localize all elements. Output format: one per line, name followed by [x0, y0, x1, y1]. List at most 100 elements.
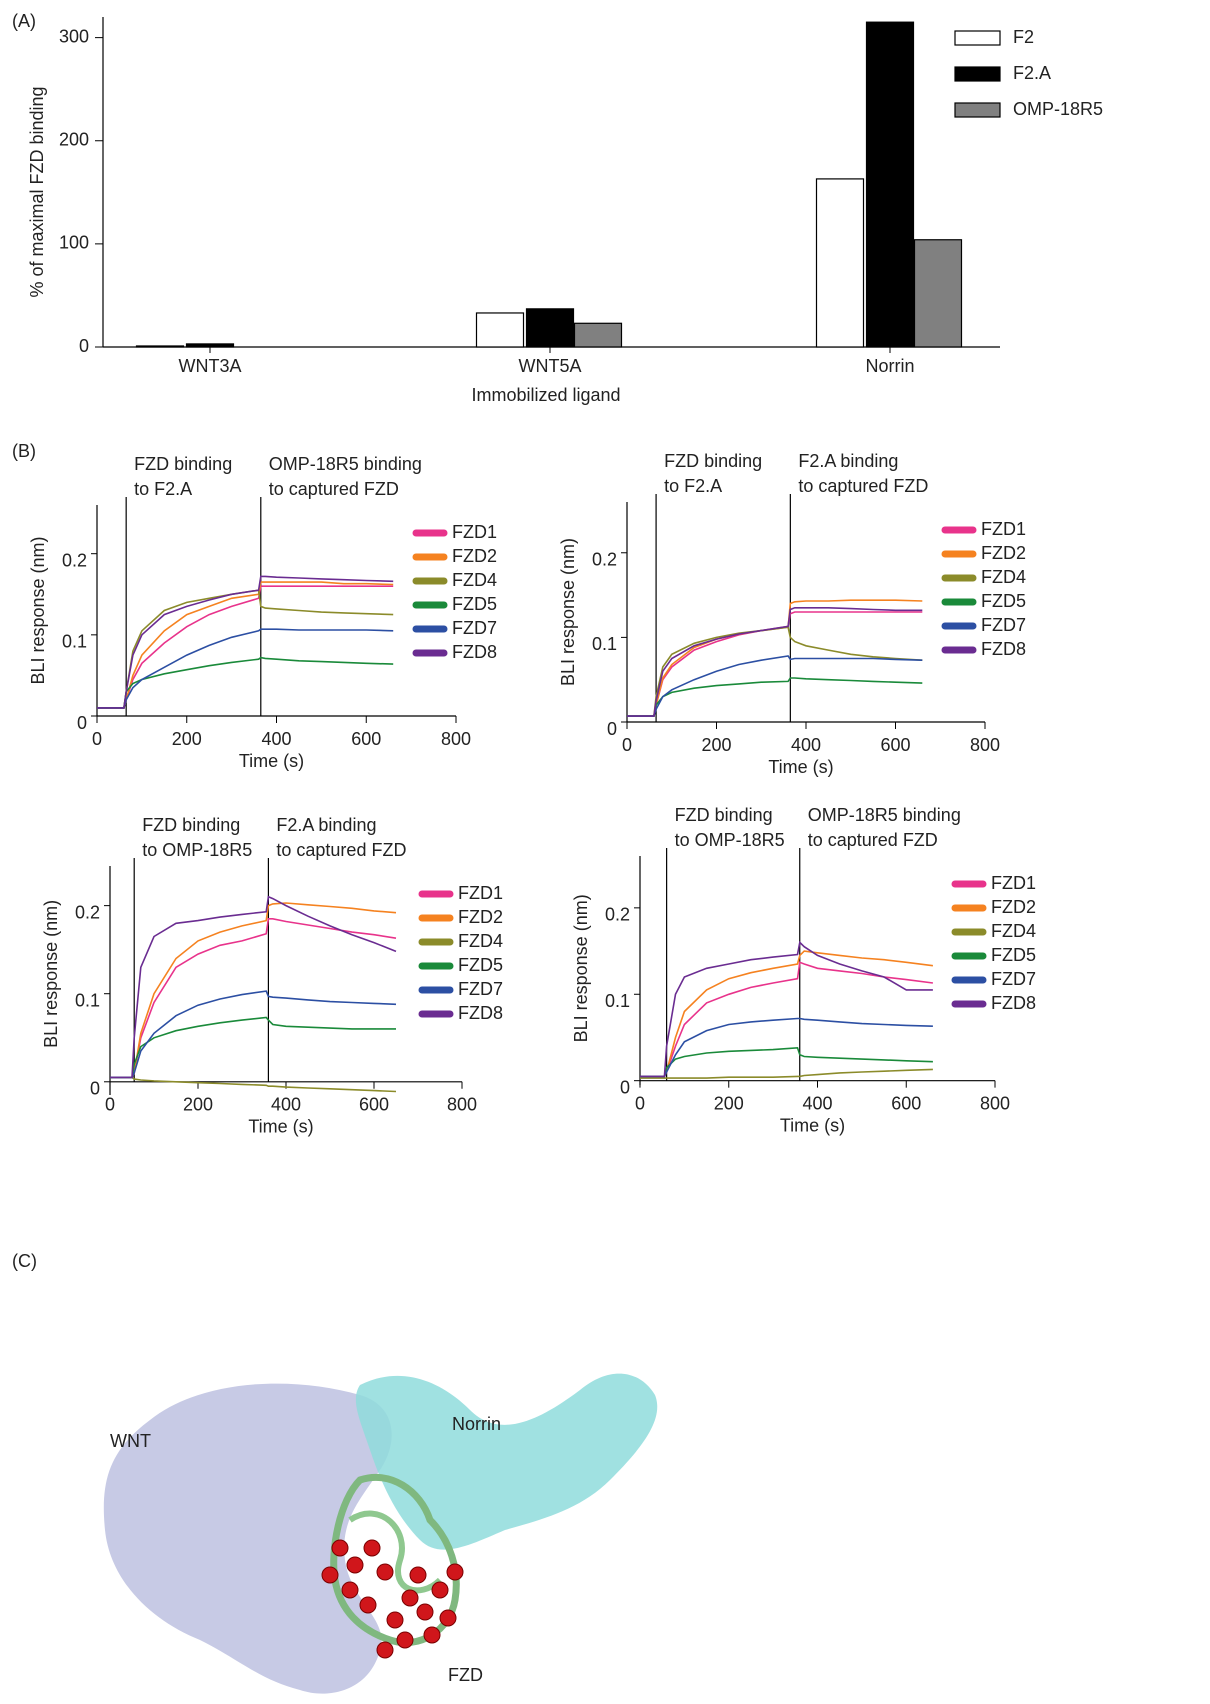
legend-swatch	[954, 30, 1001, 46]
y-tick-label: 0	[620, 1077, 630, 1097]
x-tick-label: WNT3A	[179, 356, 242, 376]
legend-label: FZD8	[981, 639, 1026, 659]
x-axis-label: Immobilized ligand	[471, 385, 620, 405]
annotation: F2.A binding	[798, 451, 898, 471]
annotation: OMP-18R5 binding	[269, 454, 422, 474]
x-tick-label: Norrin	[865, 356, 914, 376]
annotation: to captured FZD	[276, 840, 406, 860]
legend-label: FZD8	[452, 642, 497, 662]
y-tick-label: 0.1	[75, 990, 100, 1010]
y-axis-label: BLI response (nm)	[571, 894, 591, 1042]
bar	[135, 345, 185, 348]
x-tick-label: 600	[359, 1095, 389, 1115]
series-line	[97, 575, 394, 709]
annotation: to captured FZD	[269, 479, 399, 499]
x-axis-label: Time (s)	[768, 757, 833, 777]
legend-label: FZD4	[991, 921, 1036, 941]
y-tick-label: 0	[607, 719, 617, 739]
y-tick-label: 0.2	[592, 550, 617, 570]
structure-label: WNT	[110, 1431, 151, 1451]
legend-swatch	[954, 102, 1001, 118]
x-tick-label: 0	[635, 1093, 645, 1113]
series-line	[97, 656, 394, 709]
legend-label: FZD2	[981, 543, 1026, 563]
panel-label: (A)	[12, 11, 36, 31]
x-tick-label: 400	[271, 1095, 301, 1115]
x-tick-label: 0	[622, 735, 632, 755]
legend-label: FZD5	[991, 945, 1036, 965]
series-line	[627, 655, 923, 717]
annotation: FZD binding	[675, 805, 773, 825]
legend-label: FZD4	[981, 567, 1026, 587]
series-line	[110, 1016, 396, 1079]
series-line	[97, 585, 394, 709]
panel-label: (B)	[12, 441, 36, 461]
x-tick-label: 200	[183, 1095, 213, 1115]
series-line	[110, 990, 397, 1079]
x-axis-label: Time (s)	[239, 751, 304, 771]
x-tick-label: 800	[447, 1095, 477, 1115]
y-tick-label: 0.1	[62, 632, 87, 652]
legend-label: FZD7	[458, 979, 503, 999]
series-line	[640, 940, 933, 1078]
legend-label: FZD5	[452, 594, 497, 614]
x-tick-label: 800	[441, 729, 471, 749]
bar	[185, 343, 235, 348]
x-tick-label: 600	[891, 1093, 921, 1113]
norrin-surface	[355, 1373, 658, 1550]
annotation: to F2.A	[664, 476, 722, 496]
legend-label: F2.A	[1013, 63, 1051, 83]
legend-label: FZD4	[452, 570, 497, 590]
legend-label: FZD2	[452, 546, 497, 566]
bar	[865, 21, 915, 348]
annotation: to OMP-18R5	[142, 840, 252, 860]
x-tick-label: 400	[791, 735, 821, 755]
legend-label: FZD2	[991, 897, 1036, 917]
y-tick-label: 0.1	[605, 991, 630, 1011]
annotation: FZD binding	[134, 454, 232, 474]
annotation: F2.A binding	[276, 815, 376, 835]
structure-label: FZD	[448, 1665, 483, 1685]
series-line	[640, 950, 934, 1078]
series-line	[110, 902, 397, 1079]
annotation: to OMP-18R5	[675, 830, 785, 850]
x-tick-label: 0	[92, 729, 102, 749]
series-line	[627, 626, 923, 717]
bar	[475, 312, 525, 348]
annotation: FZD binding	[664, 451, 762, 471]
series-line	[97, 628, 394, 709]
x-tick-label: 600	[880, 735, 910, 755]
series-line	[110, 1076, 397, 1093]
series-line	[627, 677, 923, 717]
y-tick-label: 0.2	[75, 902, 100, 922]
x-tick-label: 600	[351, 729, 381, 749]
annotation: OMP-18R5 binding	[808, 805, 961, 825]
series-line	[110, 895, 397, 1079]
y-tick-label: 0.1	[592, 634, 617, 654]
series-line	[640, 1068, 933, 1079]
bar	[525, 308, 575, 348]
series-line	[97, 581, 394, 709]
x-tick-label: 200	[714, 1093, 744, 1113]
legend-label: FZD7	[452, 618, 497, 638]
x-tick-label: 200	[172, 729, 202, 749]
x-tick-label: 800	[970, 735, 1000, 755]
bar	[573, 322, 623, 348]
x-tick-label: 200	[701, 735, 731, 755]
annotation: to captured FZD	[808, 830, 938, 850]
legend-label: OMP-18R5	[1013, 99, 1103, 119]
series-line	[640, 961, 934, 1078]
fzd-ribbon	[348, 1510, 443, 1594]
x-tick-label: WNT5A	[519, 356, 582, 376]
legend-label: FZD1	[458, 883, 503, 903]
panel-label: (C)	[12, 1251, 37, 1271]
wnt-surface	[103, 1383, 392, 1694]
series-line	[640, 1046, 933, 1078]
protein-structure	[103, 1373, 658, 1694]
legend-label: FZD1	[981, 519, 1026, 539]
annotation: to F2.A	[134, 479, 192, 499]
annotation: FZD binding	[142, 815, 240, 835]
y-tick-label: 100	[59, 233, 89, 253]
